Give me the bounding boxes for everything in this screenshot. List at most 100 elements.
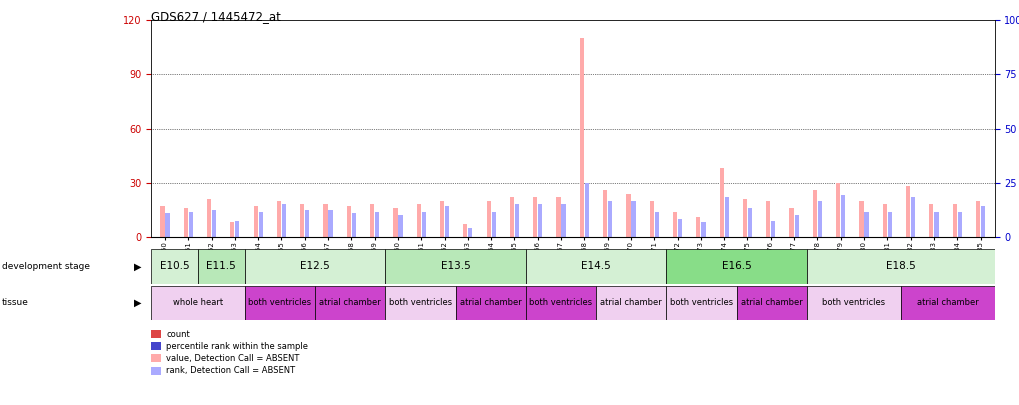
Bar	[463, 224, 467, 237]
Bar	[235, 221, 239, 237]
Bar	[352, 213, 356, 237]
Bar	[151, 286, 245, 320]
Bar	[305, 210, 309, 237]
Bar	[323, 205, 327, 237]
Bar	[747, 208, 751, 237]
Bar	[538, 205, 542, 237]
Bar	[701, 222, 705, 237]
Bar	[673, 212, 677, 237]
Text: percentile rank within the sample: percentile rank within the sample	[166, 342, 308, 351]
Bar	[928, 205, 932, 237]
Bar	[649, 201, 653, 237]
Bar	[665, 286, 736, 320]
Bar	[151, 249, 198, 284]
Bar	[817, 201, 821, 237]
Text: atrial chamber: atrial chamber	[740, 298, 802, 307]
Text: E14.5: E14.5	[581, 261, 610, 271]
Bar	[654, 212, 658, 237]
Bar	[631, 201, 635, 237]
Text: whole heart: whole heart	[172, 298, 223, 307]
Bar	[910, 197, 914, 237]
Bar	[486, 201, 490, 237]
Bar	[742, 199, 746, 237]
Bar	[770, 221, 774, 237]
Bar	[346, 206, 351, 237]
Bar	[421, 212, 426, 237]
Bar	[526, 249, 665, 284]
Text: rank, Detection Call = ABSENT: rank, Detection Call = ABSENT	[166, 366, 296, 375]
Bar	[189, 212, 193, 237]
Text: E11.5: E11.5	[206, 261, 236, 271]
Bar	[665, 249, 806, 284]
Text: count: count	[166, 330, 190, 339]
Bar	[370, 205, 374, 237]
Bar	[905, 186, 909, 237]
Bar	[556, 197, 560, 237]
Bar	[398, 215, 403, 237]
Text: atrial chamber: atrial chamber	[319, 298, 381, 307]
Bar	[607, 201, 611, 237]
Text: both ventricles: both ventricles	[669, 298, 733, 307]
Bar	[207, 199, 211, 237]
Bar	[678, 219, 682, 237]
Text: atrial chamber: atrial chamber	[460, 298, 521, 307]
Bar	[183, 208, 187, 237]
Bar	[245, 249, 385, 284]
Text: atrial chamber: atrial chamber	[916, 298, 977, 307]
Bar	[468, 228, 472, 237]
Text: atrial chamber: atrial chamber	[600, 298, 661, 307]
Bar	[812, 190, 816, 237]
Bar	[806, 249, 994, 284]
Bar	[595, 286, 665, 320]
Bar	[258, 212, 263, 237]
Bar	[980, 206, 984, 237]
Bar	[723, 197, 729, 237]
Bar	[455, 286, 526, 320]
Bar	[952, 205, 956, 237]
Bar	[789, 208, 793, 237]
Bar	[718, 168, 723, 237]
Text: E13.5: E13.5	[440, 261, 470, 271]
Bar	[526, 286, 595, 320]
Text: ▶: ▶	[133, 261, 141, 271]
Bar	[841, 195, 845, 237]
Bar	[245, 286, 315, 320]
Bar	[765, 201, 769, 237]
Text: GDS627 / 1445472_at: GDS627 / 1445472_at	[151, 10, 280, 23]
Bar	[393, 208, 397, 237]
Bar	[736, 286, 806, 320]
Bar	[560, 205, 566, 237]
Bar	[806, 286, 900, 320]
Bar	[584, 183, 588, 237]
Text: E10.5: E10.5	[159, 261, 189, 271]
Text: E16.5: E16.5	[721, 261, 751, 271]
Bar	[281, 205, 285, 237]
Bar	[328, 210, 332, 237]
Bar	[975, 201, 979, 237]
Bar	[375, 212, 379, 237]
Bar	[626, 194, 630, 237]
Bar	[212, 210, 216, 237]
Bar	[439, 201, 443, 237]
Bar	[900, 286, 994, 320]
Bar	[602, 190, 606, 237]
Text: both ventricles: both ventricles	[388, 298, 451, 307]
Bar	[510, 197, 514, 237]
Text: value, Detection Call = ABSENT: value, Detection Call = ABSENT	[166, 354, 300, 363]
Text: ▶: ▶	[133, 298, 141, 308]
Bar	[933, 212, 937, 237]
Bar	[444, 206, 448, 237]
Bar	[887, 212, 891, 237]
Bar	[300, 205, 304, 237]
Bar	[165, 213, 169, 237]
Bar	[491, 212, 495, 237]
Text: both ventricles: both ventricles	[529, 298, 592, 307]
Bar	[198, 249, 245, 284]
Text: both ventricles: both ventricles	[821, 298, 884, 307]
Text: tissue: tissue	[2, 298, 29, 307]
Bar	[696, 217, 700, 237]
Bar	[276, 201, 281, 237]
Bar	[836, 183, 840, 237]
Bar	[957, 212, 961, 237]
Bar	[794, 215, 798, 237]
